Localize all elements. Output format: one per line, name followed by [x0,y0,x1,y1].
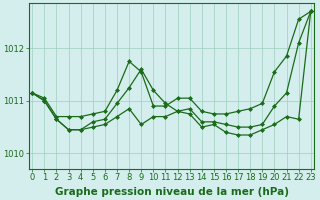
X-axis label: Graphe pression niveau de la mer (hPa): Graphe pression niveau de la mer (hPa) [54,187,289,197]
